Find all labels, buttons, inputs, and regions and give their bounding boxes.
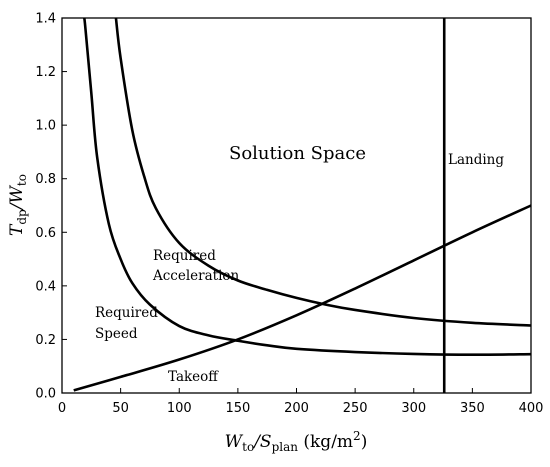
x-tick-label: 300 [401, 401, 426, 416]
series-line-required-acceleration [114, 18, 531, 327]
y-tick-label: 0.4 [35, 279, 56, 294]
series-layer [73, 18, 531, 393]
series-line-required-speed [82, 18, 531, 357]
y-tick-label: 0.2 [35, 333, 56, 348]
x-tick-label: 0 [58, 401, 66, 416]
x-tick-label: 200 [284, 401, 309, 416]
annotation-landing: Landing [448, 152, 504, 168]
y-tick-label: 0.8 [35, 172, 56, 187]
y-tick-label: 0.0 [35, 387, 56, 402]
y-axis-title: Tdp/Wto [7, 174, 29, 236]
x-tick-label: 50 [112, 401, 129, 416]
x-tick-label: 250 [343, 401, 368, 416]
x-tick-label: 400 [519, 401, 544, 416]
x-tick-label: 100 [167, 401, 192, 416]
x-axis-title: Wto/Splan (kg/m2) [225, 429, 368, 454]
annotation-solution-space: Solution Space [229, 143, 366, 164]
y-tick-label: 0.6 [35, 226, 56, 241]
y-axis-ticks: 0.0 0.2 0.4 0.6 0.8 1.0 1.2 1.4 [35, 12, 67, 402]
x-tick-label: 350 [460, 401, 485, 416]
annotation-required-acceleration-line1: Required [153, 248, 216, 264]
x-axis-ticks: 0 50 100 150 200 250 300 350 400 [58, 388, 544, 416]
y-tick-label: 1.4 [35, 12, 56, 27]
y-tick-label: 1.2 [35, 65, 56, 80]
annotation-takeoff: Takeoff [168, 369, 219, 385]
annotation-required-speed-line2: Speed [95, 326, 138, 342]
series-line-takeoff [73, 204, 531, 392]
x-tick-label: 150 [225, 401, 250, 416]
annotation-required-acceleration-line2: Acceleration [152, 268, 240, 284]
annotation-required-speed-line1: Required [95, 305, 158, 321]
y-tick-label: 1.0 [35, 119, 56, 134]
